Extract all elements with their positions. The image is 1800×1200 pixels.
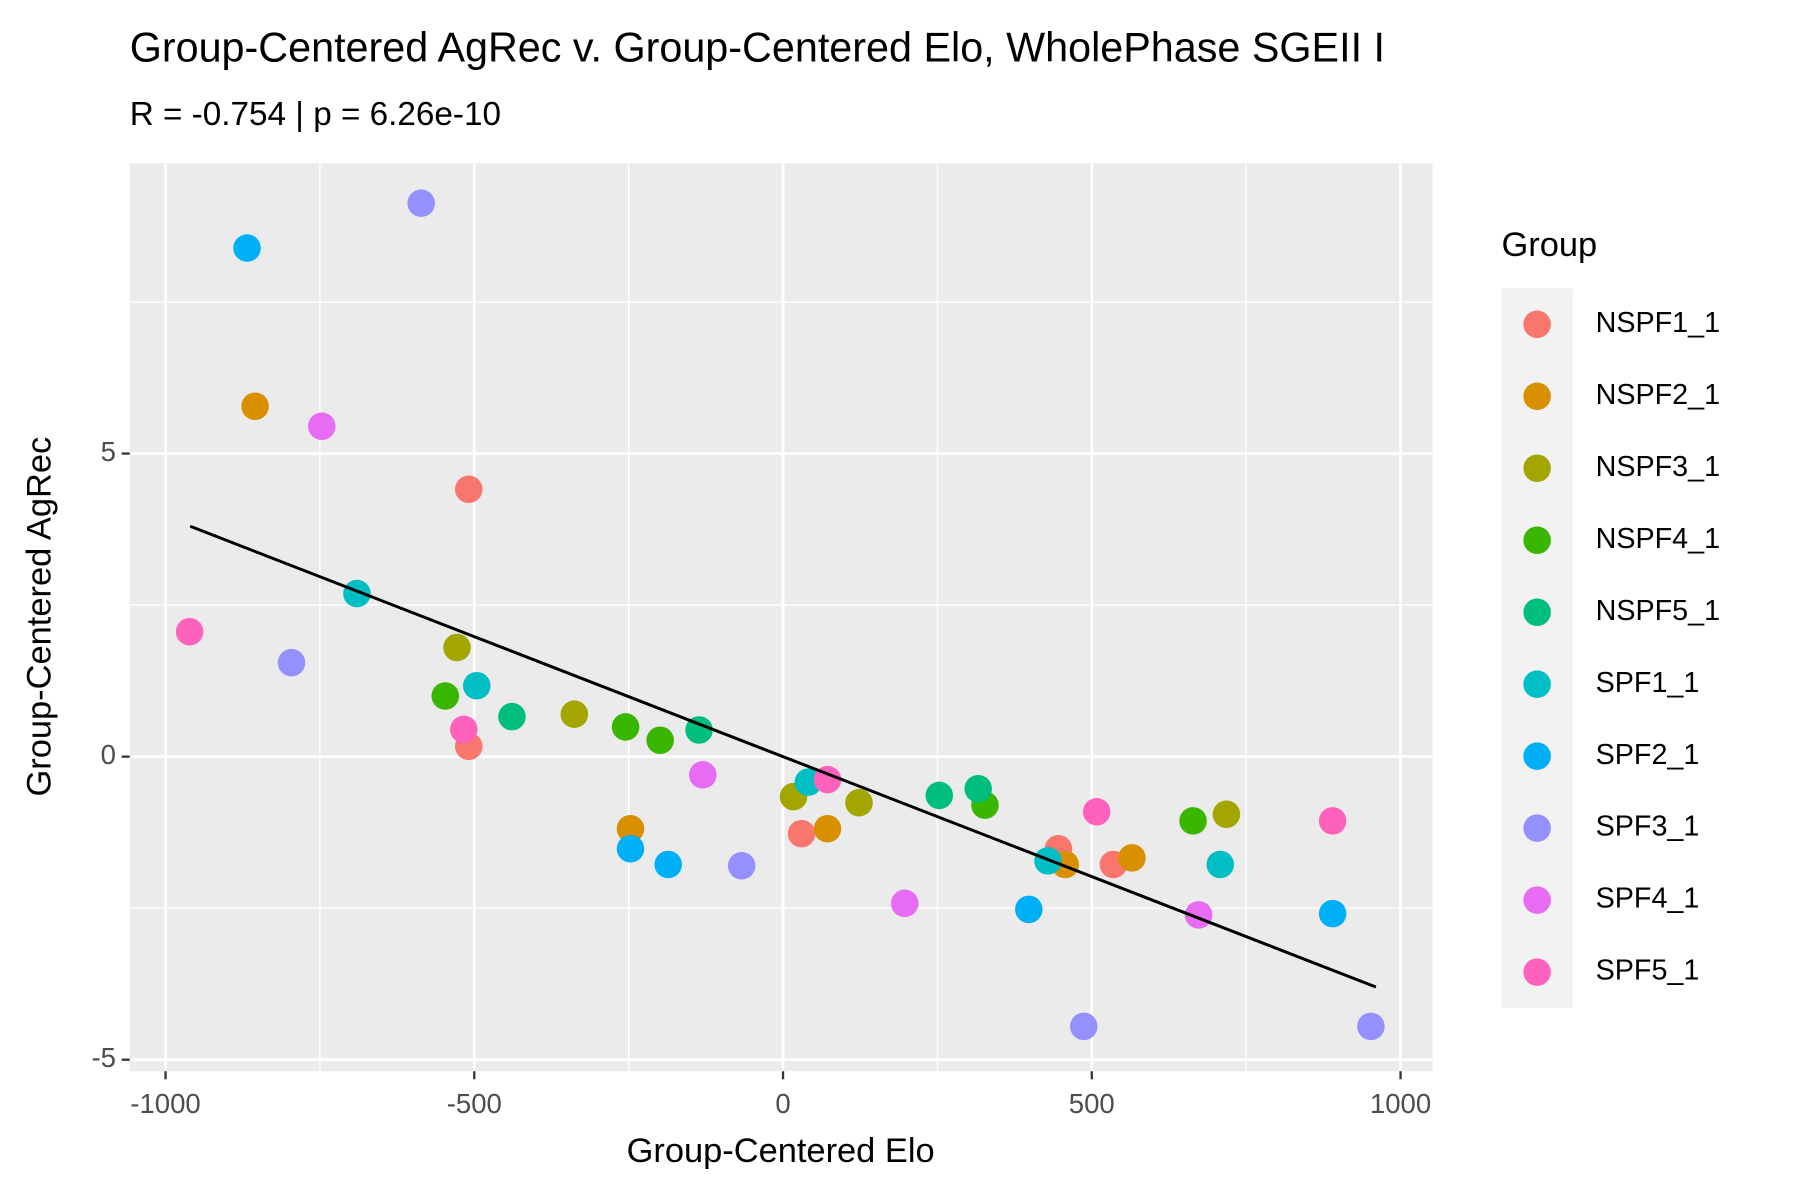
- data-point: [925, 781, 954, 810]
- legend-title: Group: [1502, 226, 1598, 264]
- chart-subtitle: R = -0.754 | p = 6.26e-10: [130, 96, 501, 133]
- data-point: [233, 234, 261, 262]
- y-tick-label: 0: [101, 739, 116, 770]
- y-axis-label: Group-Centered AgRec: [20, 437, 58, 797]
- data-point: [1179, 807, 1207, 835]
- legend-swatch: [1523, 958, 1551, 986]
- data-point: [1212, 800, 1241, 828]
- legend-label: SPF3_1: [1596, 811, 1700, 843]
- legend-swatch: [1523, 454, 1551, 483]
- data-point: [1318, 899, 1347, 928]
- legend-label: SPF1_1: [1596, 667, 1700, 699]
- data-point: [498, 702, 526, 731]
- data-point: [611, 713, 640, 741]
- data-point: [727, 851, 756, 880]
- x-axis-label: Group-Centered Elo: [627, 1132, 935, 1170]
- x-tick-label: -500: [447, 1088, 502, 1119]
- legend-swatch: [1523, 382, 1551, 411]
- trend-line: [189, 524, 1377, 989]
- data-point: [175, 617, 204, 646]
- legend-label: NSPF1_1: [1596, 307, 1720, 339]
- legend-label: SPF2_1: [1596, 739, 1700, 771]
- data-point: [1082, 798, 1111, 826]
- legend-swatch: [1523, 814, 1551, 842]
- x-tick-label: 500: [1069, 1088, 1115, 1119]
- data-point: [787, 819, 816, 848]
- data-point: [1318, 807, 1347, 835]
- data-point: [450, 715, 478, 744]
- legend-label: NSPF5_1: [1596, 595, 1720, 627]
- data-point: [685, 716, 713, 744]
- data-point: [654, 850, 682, 879]
- data-point: [1118, 844, 1146, 872]
- x-tick-label: 0: [775, 1088, 790, 1119]
- data-point: [646, 726, 674, 755]
- data-point: [616, 834, 645, 863]
- legend-swatch: [1523, 742, 1551, 770]
- data-point: [443, 633, 471, 662]
- data-point: [1206, 850, 1235, 879]
- data-point: [431, 682, 460, 710]
- x-tick-label: -1000: [130, 1088, 200, 1119]
- data-point: [454, 475, 483, 504]
- x-tick-label: 1000: [1370, 1088, 1431, 1119]
- legend-label: NSPF4_1: [1596, 523, 1720, 555]
- legend-label: SPF5_1: [1596, 955, 1700, 987]
- data-point: [407, 189, 435, 217]
- data-point: [462, 671, 491, 700]
- data-point: [241, 392, 269, 421]
- chart-title: Group-Centered AgRec v. Group-Centered E…: [130, 25, 1385, 71]
- data-point: [845, 788, 873, 817]
- legend-swatch: [1523, 526, 1551, 555]
- legend-label: NSPF2_1: [1596, 379, 1720, 411]
- data-point: [813, 814, 842, 843]
- data-point: [1015, 895, 1043, 924]
- data-point: [343, 579, 371, 608]
- legend-label: SPF4_1: [1596, 883, 1700, 915]
- data-point: [1357, 1012, 1385, 1041]
- data-point: [560, 700, 589, 728]
- legend-swatch: [1523, 598, 1551, 627]
- legend-swatch: [1523, 886, 1551, 914]
- data-point: [616, 814, 645, 843]
- data-point: [307, 412, 336, 441]
- legend-swatch: [1523, 310, 1551, 339]
- y-tick-label: -5: [91, 1042, 116, 1073]
- legend-label: NSPF3_1: [1596, 451, 1720, 483]
- y-tick-label: 5: [101, 436, 116, 467]
- legend-swatch: [1523, 670, 1551, 698]
- data-point: [277, 648, 306, 677]
- data-point: [688, 761, 717, 789]
- data-point: [1069, 1012, 1098, 1041]
- data-point: [890, 889, 919, 918]
- plot-panel: [129, 163, 1433, 1072]
- data-point: [964, 774, 992, 803]
